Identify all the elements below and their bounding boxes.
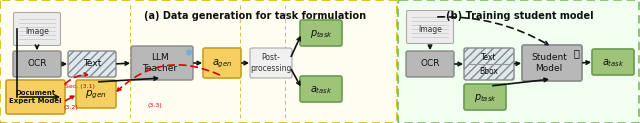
Text: $a_{task}$: $a_{task}$ bbox=[602, 57, 624, 69]
FancyBboxPatch shape bbox=[203, 48, 241, 78]
Text: Text: Text bbox=[83, 60, 101, 69]
Text: OCR: OCR bbox=[420, 60, 440, 69]
Text: (b) Training student model: (b) Training student model bbox=[446, 11, 594, 21]
Text: 🔥: 🔥 bbox=[573, 48, 579, 58]
FancyBboxPatch shape bbox=[464, 84, 506, 110]
Text: (3.2): (3.2) bbox=[64, 106, 79, 110]
Text: (a) Data generation for task formulation: (a) Data generation for task formulation bbox=[144, 11, 366, 21]
Text: $p_{task}$: $p_{task}$ bbox=[310, 28, 332, 40]
Text: Text: Text bbox=[481, 54, 497, 62]
Text: Bbox: Bbox bbox=[479, 67, 499, 76]
FancyBboxPatch shape bbox=[406, 51, 454, 77]
FancyBboxPatch shape bbox=[13, 13, 61, 46]
Text: Post-
processing: Post- processing bbox=[250, 53, 292, 73]
Text: Student
Model: Student Model bbox=[531, 53, 567, 73]
Text: (3.3): (3.3) bbox=[148, 103, 163, 108]
Text: $a_{gen}$: $a_{gen}$ bbox=[212, 58, 232, 70]
FancyBboxPatch shape bbox=[131, 46, 193, 80]
Text: Image: Image bbox=[25, 26, 49, 36]
FancyBboxPatch shape bbox=[250, 48, 292, 78]
Text: Image: Image bbox=[418, 24, 442, 33]
Text: $p_{task}$: $p_{task}$ bbox=[474, 92, 497, 104]
Text: Document
Expert Model: Document Expert Model bbox=[9, 90, 62, 104]
Text: OCR: OCR bbox=[28, 60, 47, 69]
Text: ❄: ❄ bbox=[184, 48, 192, 58]
Text: Sec. (3.1): Sec. (3.1) bbox=[65, 84, 95, 89]
FancyBboxPatch shape bbox=[592, 49, 634, 75]
Text: $p_{gen}$: $p_{gen}$ bbox=[85, 89, 107, 101]
FancyBboxPatch shape bbox=[464, 48, 514, 80]
Text: $a_{task}$: $a_{task}$ bbox=[310, 84, 332, 96]
FancyBboxPatch shape bbox=[0, 0, 397, 123]
Text: LLM
Teacher: LLM Teacher bbox=[143, 53, 177, 73]
FancyBboxPatch shape bbox=[398, 0, 639, 123]
FancyBboxPatch shape bbox=[68, 51, 116, 77]
FancyBboxPatch shape bbox=[6, 80, 65, 114]
FancyBboxPatch shape bbox=[522, 45, 582, 81]
FancyBboxPatch shape bbox=[300, 76, 342, 102]
FancyBboxPatch shape bbox=[300, 20, 342, 46]
FancyBboxPatch shape bbox=[13, 51, 61, 77]
FancyBboxPatch shape bbox=[76, 80, 116, 108]
FancyBboxPatch shape bbox=[406, 10, 454, 44]
